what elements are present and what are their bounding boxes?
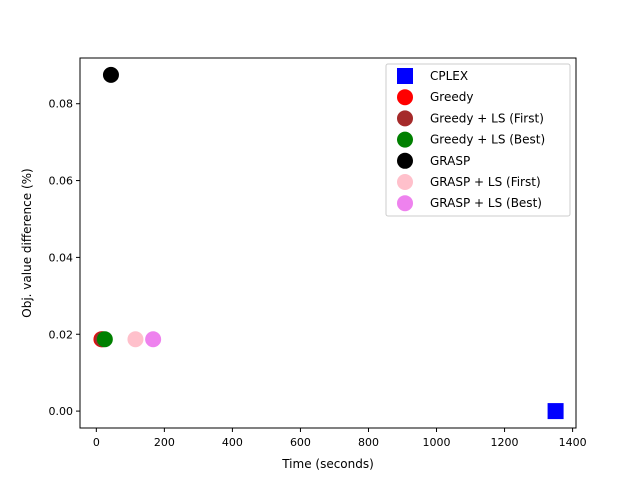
data-point-circle — [96, 331, 113, 348]
legend-marker-circle — [397, 89, 413, 106]
legend-marker-circle — [397, 195, 413, 212]
y-tick-label: 0.02 — [49, 328, 74, 341]
x-tick-label: 600 — [290, 436, 311, 449]
data-point-square — [547, 403, 564, 420]
y-tick-label: 0.00 — [49, 405, 74, 418]
x-tick-label: 1400 — [559, 436, 587, 449]
x-tick-label: 0 — [93, 436, 100, 449]
legend-marker-circle — [397, 152, 413, 169]
legend: CPLEX Greedy Greedy + LS (First) Greedy + L… — [385, 63, 571, 217]
y-axis-label: Obj. value difference (%) — [20, 168, 34, 317]
x-tick-label: 1200 — [491, 436, 519, 449]
legend-marker-circle — [397, 110, 413, 127]
legend-label: GRASP — [430, 154, 470, 168]
legend-item: GRASP — [397, 152, 470, 169]
legend-item: Greedy + LS (First) — [397, 110, 544, 127]
data-point-circle — [102, 66, 119, 83]
x-tick-label: 1000 — [423, 436, 451, 449]
y-tick-label: 0.04 — [49, 251, 74, 264]
data-point-circle — [145, 331, 162, 348]
plot-frame — [79, 57, 577, 429]
legend-label: CPLEX — [430, 69, 468, 83]
data-point-circle — [127, 331, 144, 348]
legend-marker-circle — [397, 174, 413, 190]
legend-label: Greedy — [430, 90, 473, 104]
y-tick-label: 0.06 — [49, 175, 74, 188]
x-tick-label: 800 — [358, 436, 379, 449]
legend-box — [385, 63, 571, 217]
legend-label: Greedy + LS (First) — [430, 111, 544, 125]
x-axis-ticks: 0 200 400 600 800 1000 1200 1400 — [93, 428, 587, 449]
legend-item: GRASP + LS (Best) — [397, 195, 542, 212]
legend-marker-square — [397, 68, 413, 84]
x-tick-label: 400 — [222, 436, 243, 449]
x-tick-label: 200 — [154, 436, 175, 449]
y-tick-label: 0.08 — [49, 98, 74, 111]
legend-label: Greedy + LS (Best) — [430, 133, 545, 147]
legend-item: Greedy — [397, 89, 473, 106]
legend-label: GRASP + LS (Best) — [430, 196, 542, 210]
y-axis-ticks: 0.00 0.02 0.04 0.06 0.08 — [49, 98, 80, 418]
legend-item: Greedy + LS (Best) — [397, 131, 545, 148]
legend-marker-circle — [397, 131, 413, 148]
legend-label: GRASP + LS (First) — [430, 175, 541, 189]
legend-item: GRASP + LS (First) — [397, 174, 541, 190]
data-points — [93, 66, 564, 420]
legend-item: CPLEX — [397, 68, 468, 84]
x-axis-label: Time (seconds) — [281, 457, 374, 471]
